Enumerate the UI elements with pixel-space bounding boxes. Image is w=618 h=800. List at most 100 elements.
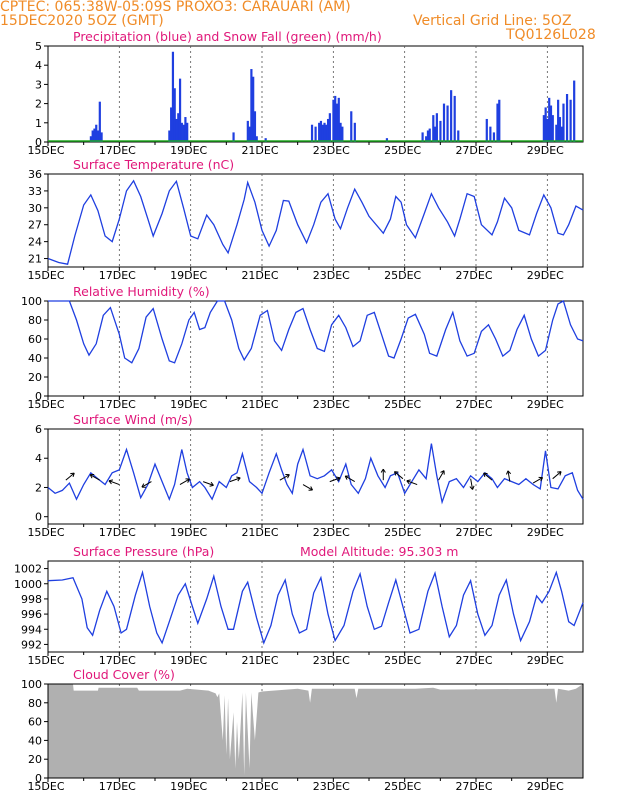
precipitation-bar xyxy=(98,101,101,142)
wind-arrow-shaft xyxy=(108,480,120,486)
wind-arrow-head xyxy=(483,472,488,478)
wind-arrow-shaft xyxy=(552,471,562,480)
precip-y-tick-label: 4 xyxy=(35,59,42,72)
cloud-x-tick-label: 19DEC xyxy=(170,780,207,793)
wind-arrow-shaft xyxy=(470,478,474,490)
wind-arrow-head xyxy=(538,476,544,482)
rh-panel-title: Relative Humidity (%) xyxy=(73,284,210,299)
precip-x-tick-label: 19DEC xyxy=(170,144,207,157)
precipitation-bar xyxy=(186,122,189,142)
precipitation-bar xyxy=(96,130,100,142)
cloud-y-tick-label: 20 xyxy=(28,753,42,766)
rh-x-tick-label: 17DEC xyxy=(99,398,136,411)
rh-y-tick-label: 0 xyxy=(35,390,42,403)
precipitation-bar xyxy=(339,122,342,142)
pressure-y-tick-label: 998 xyxy=(21,593,42,606)
wind-arrow-shaft xyxy=(438,470,445,481)
precipitation-bar xyxy=(178,78,182,142)
precipitation-bar xyxy=(555,124,558,142)
wind-arrow-shaft xyxy=(532,477,543,484)
pressure-x-tick-label: 25DEC xyxy=(384,654,421,667)
precip-x-tick-label: 21DEC xyxy=(241,144,278,157)
cloud-y-tick-label: 60 xyxy=(28,716,42,729)
precipitation-bar xyxy=(93,128,96,142)
precipitation-bar xyxy=(428,128,431,142)
wind-arrow-head xyxy=(557,471,562,476)
precipitation-bar xyxy=(569,99,572,142)
precipitation-bar xyxy=(184,117,187,142)
wind-arrow-shaft xyxy=(507,470,511,482)
rh-x-tick-label: 19DEC xyxy=(170,398,207,411)
wind-y-tick-label: 6 xyxy=(35,423,42,436)
cloud-x-tick-label: 15DEC xyxy=(27,780,64,793)
temp-x-tick-label: 17DEC xyxy=(99,269,136,282)
precipitation-bar xyxy=(457,130,460,142)
precipitation-bar xyxy=(182,124,185,142)
header-run-time: 15DEC2020 5OZ (GMT) xyxy=(0,13,164,29)
precipitation-bar xyxy=(334,95,337,142)
wind-arrow-head xyxy=(70,472,75,478)
precipitation-bar xyxy=(544,107,547,142)
rh-y-tick-label: 80 xyxy=(28,314,42,327)
precip-panel-title: Precipitation (blue) and Snow Fall (gree… xyxy=(73,29,382,44)
precip-y-tick-label: 2 xyxy=(35,98,42,111)
rh-y-tick-label: 40 xyxy=(28,352,42,365)
cloud-x-tick-label: 29DEC xyxy=(527,780,564,793)
precip-x-tick-label: 17DEC xyxy=(99,144,136,157)
cloud-y-tick-label: 100 xyxy=(21,678,42,691)
cloud-x-tick-label: 21DEC xyxy=(241,780,278,793)
precipitation-bar xyxy=(326,118,330,142)
precipitation-bar xyxy=(171,51,175,143)
precipitation-bar xyxy=(353,122,356,142)
precip-x-tick-label: 15DEC xyxy=(27,144,64,157)
wind-arrow-head xyxy=(406,479,411,485)
precipitation-bar xyxy=(318,122,321,142)
precipitation-bar xyxy=(232,132,235,142)
precip-y-tick-label: 1 xyxy=(35,117,42,130)
cloud-panel-title: Cloud Cover (%) xyxy=(73,667,175,682)
precipitation-bar xyxy=(332,99,335,142)
precipitation-bar xyxy=(323,122,326,142)
temp-y-tick-label: 21 xyxy=(28,253,42,266)
precipitation-bar xyxy=(446,105,449,142)
precip-x-tick-label: 29DEC xyxy=(527,144,564,157)
wind-arrow-shaft xyxy=(329,477,341,483)
pressure-x-tick-label: 15DEC xyxy=(27,654,64,667)
precipitation-bar xyxy=(557,99,560,142)
header-model-code: TQ0126L028 xyxy=(506,27,596,43)
precipitation-bar xyxy=(425,136,428,142)
wind-series-line xyxy=(47,443,584,505)
wind-x-tick-label: 15DEC xyxy=(27,526,64,539)
cloud-y-tick-label: 80 xyxy=(28,697,42,710)
cloud-x-tick-label: 23DEC xyxy=(313,780,350,793)
temp-y-tick-label: 30 xyxy=(28,202,42,215)
wind-arrow-shaft xyxy=(89,474,100,481)
rh-x-tick-label: 27DEC xyxy=(455,398,492,411)
precipitation-bar xyxy=(89,136,92,142)
wind-arrow-head xyxy=(336,476,341,482)
wind-arrow-head xyxy=(185,478,190,483)
precipitation-bar xyxy=(170,107,173,142)
precip-plot-frame xyxy=(47,45,584,143)
wind-arrow-head xyxy=(380,468,386,473)
precipitation-bar xyxy=(264,138,267,142)
precip-x-tick-label: 25DEC xyxy=(384,144,421,157)
pressure-panel-title: Surface Pressure (hPa) xyxy=(73,544,214,559)
precipitation-bar xyxy=(548,97,551,142)
precipitation-bar xyxy=(310,124,314,142)
wind-arrow-head xyxy=(141,483,146,488)
precipitation-bar xyxy=(175,118,178,142)
pressure-x-tick-label: 21DEC xyxy=(241,654,278,667)
precipitation-bar xyxy=(485,118,488,142)
wind-arrow-shaft xyxy=(65,472,75,481)
temp-series-line xyxy=(47,179,584,265)
precip-x-tick-label: 27DEC xyxy=(455,144,492,157)
precipitation-bar xyxy=(337,97,340,142)
wind-arrow-head xyxy=(440,470,445,475)
precipitation-bar xyxy=(453,95,456,142)
precip-x-tick-label: 23DEC xyxy=(313,144,350,157)
precipitation-bar xyxy=(565,94,569,142)
rh-series-line xyxy=(48,300,584,364)
precipitation-bar xyxy=(489,126,492,142)
pressure-y-tick-label: 996 xyxy=(21,608,42,621)
